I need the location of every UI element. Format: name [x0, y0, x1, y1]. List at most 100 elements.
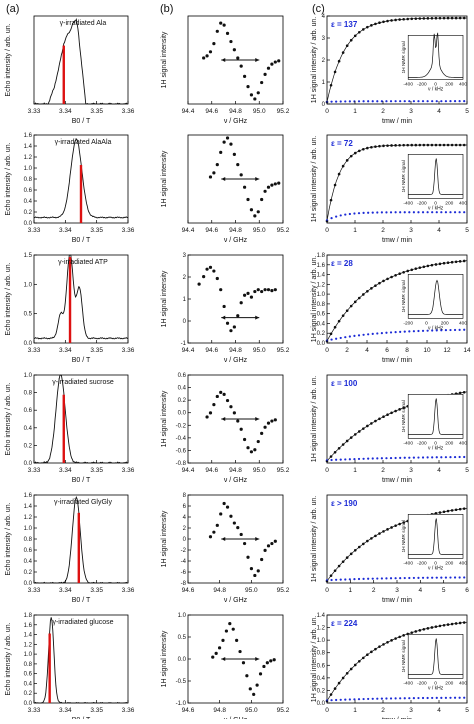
buildup-panel-1: ε = 72 -400 -200 0 200 400 ν / kHz 1H NMR signa…: [311, 134, 469, 244]
profile-point: [225, 505, 230, 509]
x-tick-label: 95.2: [277, 347, 290, 354]
thermal-point: [389, 211, 393, 214]
y-axis-label: 1H signal intensity: [161, 31, 168, 88]
y-tick-label: -0.5: [176, 679, 187, 685]
profile-point: [270, 541, 274, 546]
panel-label: (a): [6, 3, 19, 15]
x-tick-label: 3: [409, 467, 413, 474]
y-tick-label: 1: [183, 297, 187, 303]
thermal-point: [371, 577, 374, 580]
thermal-point: [408, 576, 411, 580]
y-tick-label: 1.8: [24, 613, 33, 619]
enhancement-label: ε > 190: [331, 499, 358, 508]
x-tick-label: 95.0: [253, 347, 266, 354]
buildup-panel-3: ε = 100 -400 -200 0 200 400 ν / kHz 1H NMR sign…: [311, 374, 469, 484]
profile-point: [272, 658, 276, 662]
profile-point: [219, 390, 223, 394]
x-tick-label: 3.35: [90, 707, 103, 714]
y-tick-label: 0: [322, 102, 326, 108]
y-tick-label: 0.5: [24, 312, 33, 318]
x-axis-label: tmw / min: [382, 118, 412, 125]
build-up-fit: [326, 144, 467, 222]
x-tick-label: 94.6: [205, 227, 218, 234]
thermal-point: [376, 100, 379, 103]
thermal-point: [435, 329, 438, 332]
x-tick-label: 3: [409, 108, 413, 115]
thermal-point: [403, 456, 406, 459]
thermal-point: [417, 456, 420, 459]
thermal-point: [412, 211, 415, 214]
x-tick-label: 6: [465, 587, 469, 594]
profile-point: [202, 56, 206, 60]
x-tick-label: 3.33: [28, 467, 41, 474]
y-tick-label: 0.8: [24, 391, 33, 397]
inset-tick-label: 400: [459, 320, 467, 326]
y-tick-label: 0.2: [24, 443, 33, 449]
profile-point: [232, 48, 236, 52]
x-tick-label: 5: [465, 467, 469, 474]
sweep-arrowhead-left: [221, 537, 226, 541]
sample-title: γ-irradiated ATP: [58, 259, 108, 266]
thermal-point: [403, 697, 406, 700]
inset-x-label: ν / kHz: [428, 325, 444, 331]
profile-point: [225, 398, 230, 403]
build-up-fit: [326, 621, 468, 702]
thermal-point: [339, 214, 342, 217]
sweep-arrowhead-right: [255, 417, 260, 421]
buildup-panel-2: ε = 28 -200 0 200 400 ν / kHz 1H NMR signal 0 2 4…: [311, 253, 471, 364]
dnp-profile-panel-4: 94.6 94.8 95.0 95.2 -8 -6 -4 -2 0 2 4 6 8 ν / GHz 1H s…: [161, 493, 290, 604]
thermal-point: [431, 329, 434, 332]
profile-point: [236, 163, 240, 167]
thermal-point: [394, 100, 397, 103]
x-tick-label: 3.35: [90, 347, 103, 354]
thermal-point: [367, 697, 370, 701]
thermal-point: [344, 458, 347, 461]
thermal-point: [412, 456, 415, 459]
x-tick-label: 14: [463, 347, 471, 354]
x-tick-label: 3.36: [122, 108, 135, 115]
thermal-point: [353, 212, 356, 215]
thermal-point: [399, 211, 402, 214]
profile-point: [243, 185, 247, 189]
thermal-point: [353, 698, 356, 701]
thermal-point: [458, 455, 461, 459]
profile-point: [222, 304, 226, 309]
y-axis-label: 1H signal intensity / arb. un.: [311, 17, 318, 103]
y-tick-label: 1.0: [317, 638, 326, 644]
profile-point: [222, 501, 226, 506]
profile-point: [256, 91, 260, 95]
inset-tick-label: -200: [417, 440, 427, 446]
epr-panel-0: γ-irradiated Ala 3.33 3.34 3.35 3.36 B0 / T Ec…: [5, 15, 135, 125]
thermal-point: [362, 457, 365, 460]
x-tick-label: 0: [325, 108, 329, 115]
x-tick-label: 3: [409, 707, 413, 714]
thermal-point: [367, 100, 370, 103]
y-tick-label: 0.8: [24, 177, 33, 183]
profile-point: [260, 557, 264, 562]
thermal-point: [385, 211, 388, 214]
thermal-point: [348, 335, 351, 338]
inset-nmr-line: [408, 518, 463, 555]
x-tick-label: 0: [325, 707, 329, 714]
y-tick-label: 1.4: [24, 504, 33, 510]
x-axis-label: ν / GHz: [224, 118, 248, 125]
y-tick-label: 4: [322, 14, 326, 20]
enhancement-label: ε = 224: [331, 619, 358, 628]
thermal-point: [376, 211, 379, 214]
thermal-point: [339, 698, 342, 701]
inset-y-label: 1H NMR signal: [401, 160, 407, 192]
thermal-point: [348, 100, 351, 103]
inset-y-label: 1H NMR signal: [401, 41, 407, 73]
y-tick-label: 0.2: [317, 331, 326, 337]
thermal-point: [335, 578, 338, 581]
x-tick-label: 3.34: [59, 227, 72, 234]
thermal-point: [421, 100, 425, 103]
thermal-point: [449, 211, 452, 214]
x-tick-label: 3.33: [28, 587, 41, 594]
y-tick-label: 0.2: [24, 210, 33, 216]
profile-point: [277, 59, 281, 63]
x-tick-label: 95.0: [245, 707, 258, 714]
y-tick-label: 8: [183, 493, 187, 499]
x-tick-label: 0: [325, 347, 329, 354]
y-tick-label: 0.4: [178, 386, 187, 392]
